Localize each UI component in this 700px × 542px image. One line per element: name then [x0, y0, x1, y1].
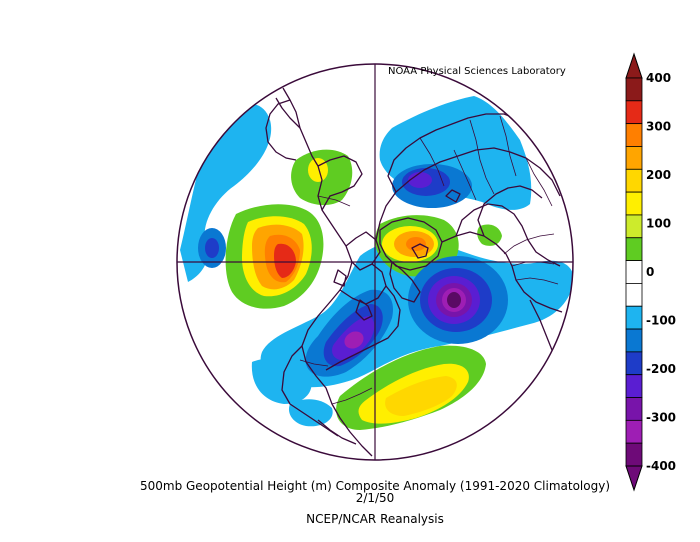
map-title: 500mb Geopotential Height (m) Composite …: [139, 479, 610, 493]
credit-label: NOAA Physical Sciences Laboratory: [388, 66, 566, 77]
colorbar-swatch: [625, 191, 643, 216]
positive-anomaly-europe-east: [477, 224, 502, 246]
colorbar-swatch: [625, 397, 643, 421]
map-disk: [177, 64, 573, 460]
colorbar-swatch: [625, 374, 643, 398]
colorbar-swatch: [625, 260, 643, 284]
colorbar-max-arrow: [625, 52, 643, 79]
colorbar-tick-label: 400: [646, 71, 671, 85]
negative-anomaly-siberia-center: [408, 172, 432, 188]
colorbar-swatch: [625, 305, 643, 330]
negative-anomaly-atlantic-center: [447, 292, 461, 308]
colorbar: [625, 52, 643, 492]
colorbar-tick-label: -300: [646, 411, 676, 425]
negative-anomaly-south: [288, 399, 333, 427]
colorbar-swatch: [625, 283, 643, 307]
negative-anomaly-southwest: [251, 358, 312, 404]
positive-anomaly-arctic-core: [406, 237, 426, 251]
map-boundary: [176, 63, 574, 461]
positive-anomaly-atlantic-south-core: [385, 376, 457, 416]
anomaly-fields: [180, 96, 573, 430]
colorbar-tick-label: -100: [646, 314, 676, 328]
positive-anomaly-alaska-core: [308, 158, 328, 182]
colorbar-tick-labels: 400 300 200 100 0 -100 -200 -300 -400: [646, 71, 676, 473]
positive-anomaly-pacific-center: [274, 243, 296, 278]
colorbar-tick-label: 0: [646, 265, 654, 279]
colorbar-tick-label: -200: [646, 362, 676, 376]
colorbar-swatch: [625, 351, 643, 376]
map-date: 2/1/50: [355, 491, 395, 505]
colorbar-tick-label: 100: [646, 217, 671, 231]
colorbar-tick-label: -400: [646, 459, 676, 473]
colorbar-swatch: [625, 77, 643, 102]
negative-anomaly-north-america-center: [344, 331, 364, 349]
colorbar-swatch: [625, 419, 643, 444]
colorbar-swatch: [625, 123, 643, 147]
colorbar-tick-label: 200: [646, 168, 671, 182]
colorbar-swatch: [625, 100, 643, 125]
colorbar-swatch: [625, 442, 643, 467]
colorbar-swatch: [625, 146, 643, 170]
colorbar-swatch: [625, 237, 643, 261]
colorbar-tick-label: 300: [646, 120, 671, 134]
colorbar-swatch: [625, 168, 643, 193]
colorbar-min-arrow: [625, 465, 643, 492]
colorbar-swatch: [625, 214, 643, 239]
negative-anomaly-west-pacific-center: [205, 238, 219, 258]
data-source: NCEP/NCAR Reanalysis: [306, 512, 444, 526]
colorbar-swatch: [625, 328, 643, 353]
